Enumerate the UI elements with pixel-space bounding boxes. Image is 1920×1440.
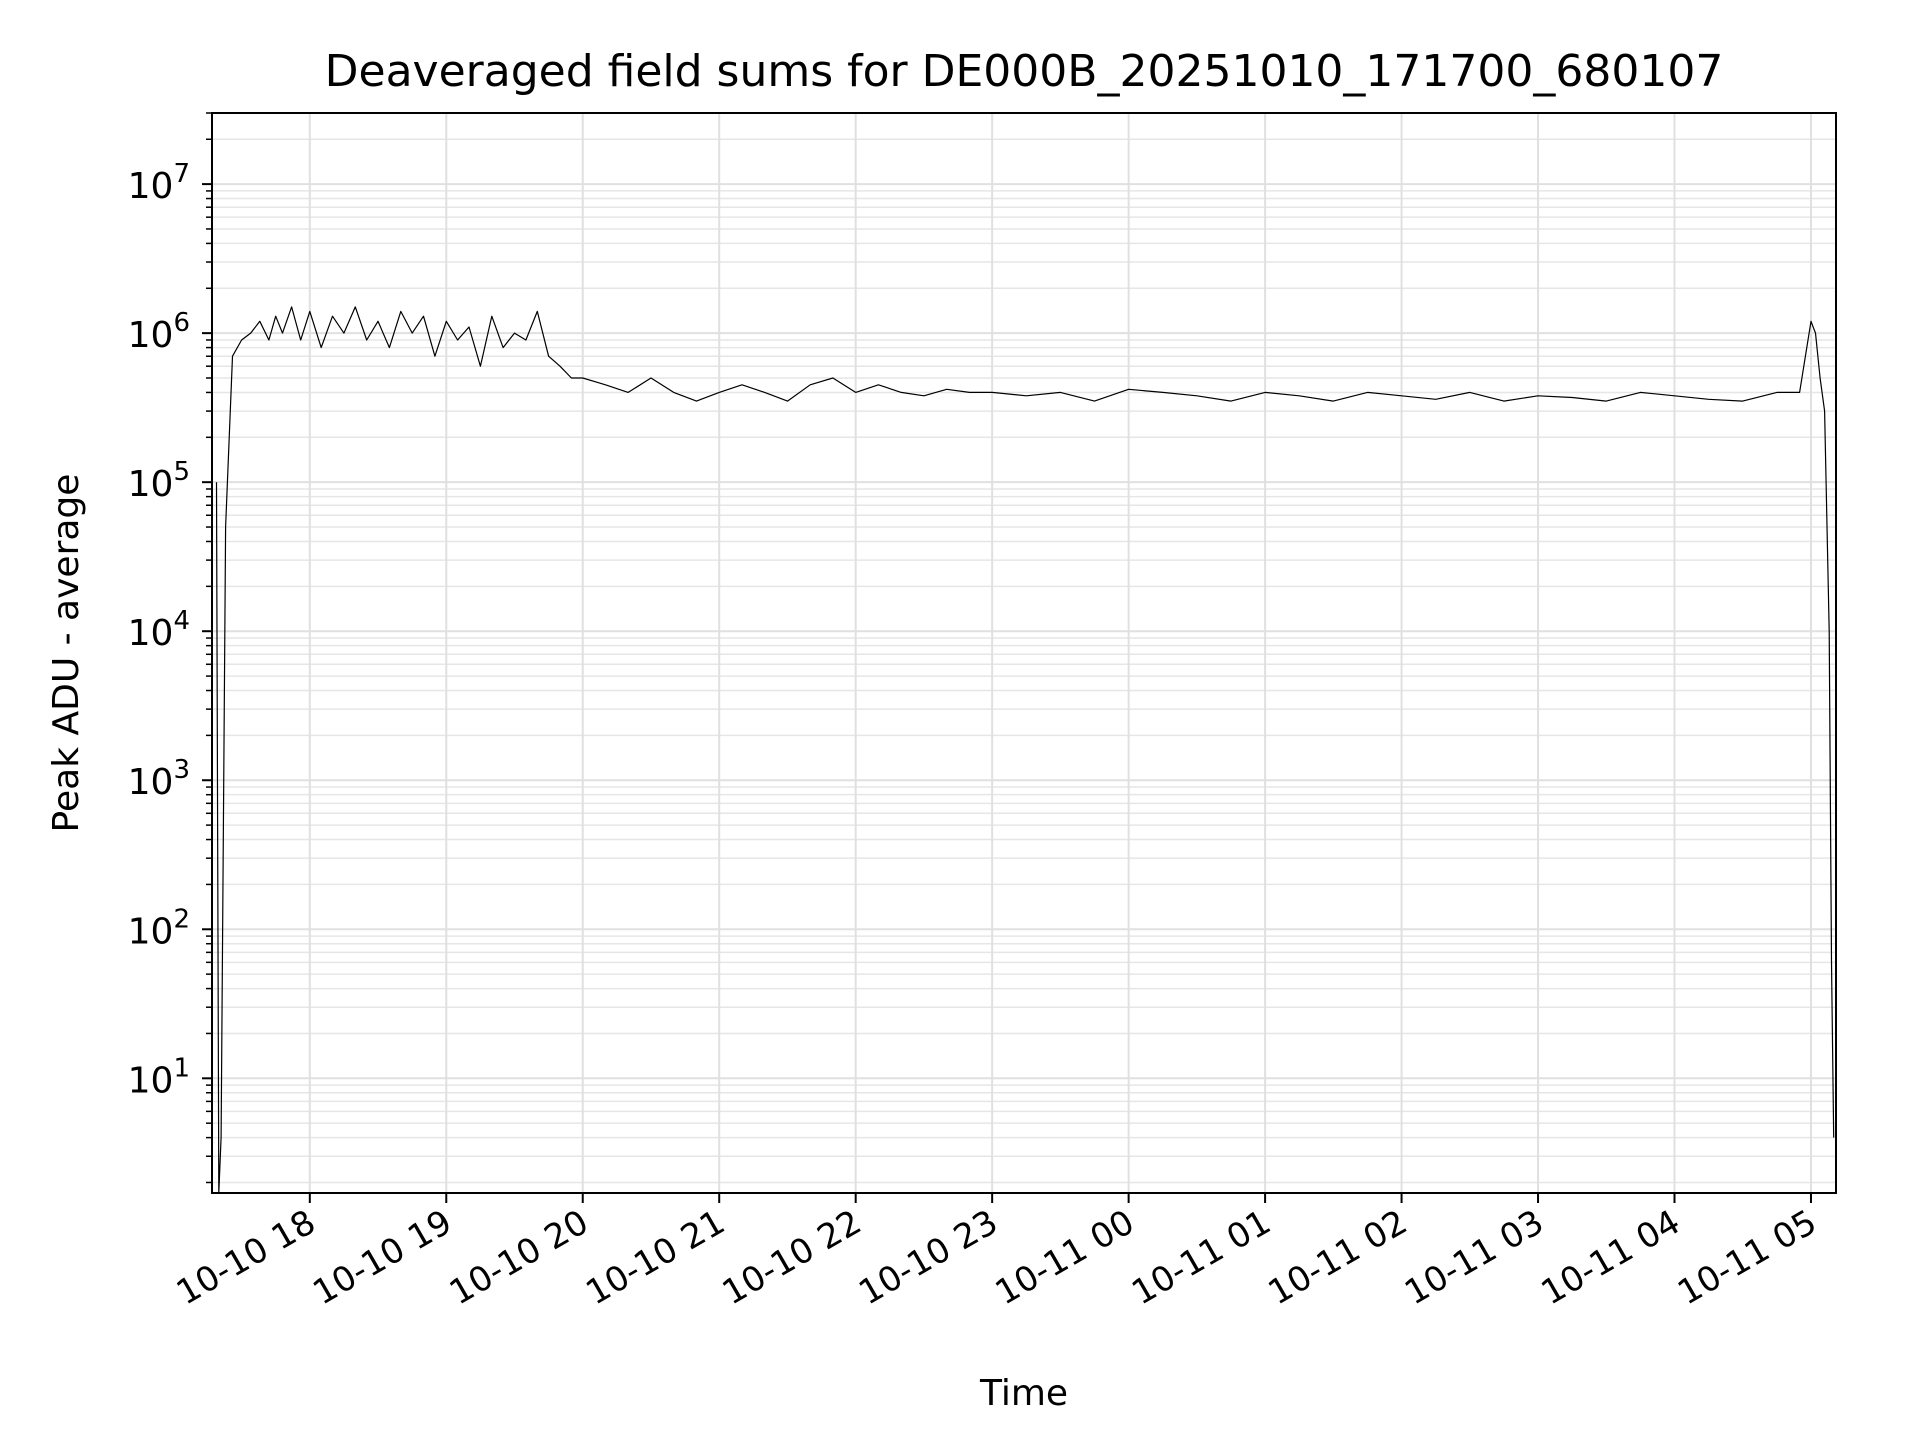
chart-title: Deaveraged field sums for DE000B_2025101… [325, 46, 1724, 97]
y-tick-label: 107 [128, 159, 190, 207]
y-tick-label: 101 [128, 1053, 190, 1101]
y-tick-label: 106 [128, 308, 190, 356]
x-axis-label: Time [979, 1373, 1068, 1414]
y-axis-label: Peak ADU - average [46, 474, 87, 833]
y-tick-label: 102 [128, 904, 190, 952]
series-line [215, 306, 1835, 1193]
y-tick-label: 103 [128, 755, 190, 803]
y-axis-ticks: 101 102 103 104 105 106 107 [128, 112, 212, 1184]
y-tick-label: 104 [128, 606, 190, 654]
y-tick-label: 105 [128, 457, 190, 505]
major-gridlines [212, 113, 1836, 1193]
plot-frame [211, 112, 1837, 1194]
